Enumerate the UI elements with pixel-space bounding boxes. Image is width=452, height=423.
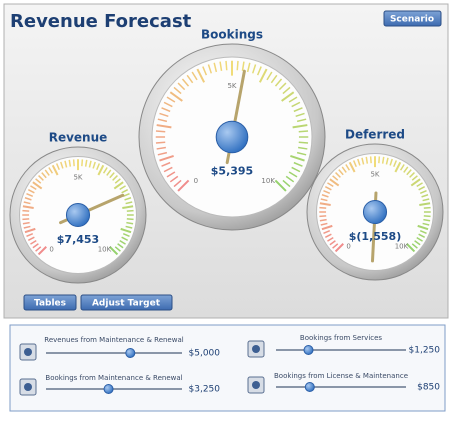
gauge-scale-tick — [383, 157, 384, 164]
gauge-scale-tick — [126, 223, 133, 224]
slider-label: Bookings from Services — [300, 334, 383, 342]
gauge-scale-tick — [69, 160, 70, 167]
gauge-scale-tick — [379, 156, 380, 163]
dashboard: Revenue Forecast Scenario Tables Adjust … — [0, 0, 452, 419]
slider-value: $850 — [417, 383, 440, 393]
slider-value: $5,000 — [189, 349, 221, 359]
gauge-scale-tick — [319, 208, 326, 209]
gauge-value: $5,395 — [211, 164, 253, 177]
gauge-scale-tick — [424, 216, 431, 217]
slider-label: Bookings from License & Maintenance — [274, 372, 408, 380]
gauge-tick-label: 0 — [346, 242, 350, 250]
slider-button-icon[interactable] — [24, 348, 32, 356]
gauge-scale-tick — [320, 220, 327, 221]
gauge-tick-label: 5K — [73, 174, 82, 182]
gauge-scale-tick — [319, 216, 326, 217]
gauge-tick-label: 0 — [49, 245, 53, 253]
gauge-tick-label: 10K — [261, 177, 275, 185]
gauge-scale-tick — [74, 159, 75, 166]
slider-button-icon[interactable] — [252, 381, 260, 389]
slider-value: $3,250 — [189, 385, 221, 395]
gauge-tick-label: 0 — [194, 177, 198, 185]
gauge-hub — [216, 121, 248, 153]
slider-label: Revenues from Maintenance & Renewal — [44, 336, 183, 344]
gauge-label: Bookings — [201, 28, 263, 42]
gauge-scale-tick — [371, 156, 372, 163]
adjust-target-label[interactable]: Adjust Target — [92, 299, 161, 309]
gauge-scale-tick — [423, 220, 430, 221]
gauge-scale-tick — [86, 160, 87, 167]
gauge-scale-tick — [299, 142, 308, 143]
slider-knob[interactable] — [305, 383, 314, 392]
gauge-scale-tick — [22, 219, 29, 220]
gauge-scale-tick — [366, 157, 367, 164]
page: Revenue Forecast Scenario Tables Adjust … — [0, 0, 452, 419]
slider-knob[interactable] — [304, 346, 313, 355]
gauge-scale-tick — [424, 208, 431, 209]
scenario-label[interactable]: Scenario — [390, 15, 434, 25]
gauge-scale-tick — [156, 142, 165, 143]
gauge-scale-tick — [22, 211, 29, 212]
slider-knob[interactable] — [104, 385, 113, 394]
slider-label: Bookings from Maintenance & Renewal — [45, 374, 182, 382]
gauge-scale-tick — [156, 131, 165, 132]
gauge-scale-tick — [237, 61, 238, 70]
gauge-value: $(1,558) — [349, 230, 402, 243]
gauge-hub — [363, 200, 386, 223]
gauge-scale-tick — [82, 159, 83, 166]
gauge-value: $7,453 — [57, 233, 99, 246]
gauge-tick-label: 5K — [370, 171, 379, 179]
slider-value: $1,250 — [409, 346, 441, 356]
gauge-scale-tick — [299, 131, 308, 132]
slider-button-icon[interactable] — [252, 345, 260, 353]
slider-button-icon[interactable] — [24, 383, 32, 391]
slider-knob[interactable] — [126, 349, 135, 358]
gauge-scale-tick — [127, 211, 134, 212]
title: Revenue Forecast — [10, 11, 192, 32]
gauge-hub — [66, 203, 89, 226]
gauge-scale-tick — [23, 223, 30, 224]
gauge-label: Revenue — [49, 131, 108, 145]
gauge-tick-label: 5K — [227, 82, 236, 90]
gauge-label: Deferred — [345, 128, 405, 142]
tables-label[interactable]: Tables — [34, 299, 66, 309]
gauge-scale-tick — [127, 219, 134, 220]
gauge-scale-tick — [226, 61, 227, 70]
